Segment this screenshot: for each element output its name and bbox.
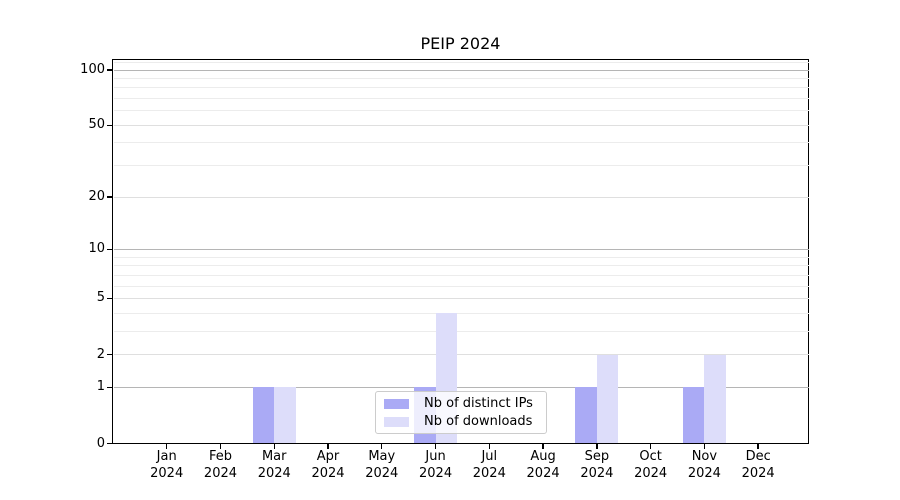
bar-nb-of-downloads-sep-2024	[596, 354, 619, 444]
x-tick	[649, 444, 652, 449]
gridline-minor	[114, 98, 809, 100]
gridline-minor	[114, 77, 809, 79]
x-tick	[542, 444, 544, 449]
gridline-minor	[114, 256, 809, 258]
bar-nb-of-distinct-ips-sep-2024	[575, 387, 597, 444]
chart-title: PEIP 2024	[420, 34, 501, 53]
y-tick-label: 5	[96, 290, 105, 306]
x-tick-label: Sep 2024	[580, 449, 614, 481]
bar-nb-of-downloads-mar-2024	[274, 387, 296, 444]
gridline-major	[114, 386, 809, 388]
gridline-minor	[114, 274, 809, 276]
gridline-major	[114, 354, 809, 356]
x-tick	[757, 444, 759, 449]
gridline-minor	[114, 265, 809, 267]
legend-swatch-distinct-ips	[384, 398, 409, 409]
gridline-major	[114, 297, 809, 299]
x-tick	[434, 444, 437, 449]
plot-area	[112, 59, 809, 444]
x-tick	[381, 444, 383, 449]
y-tick	[107, 196, 112, 198]
x-tick-label: Dec 2024	[741, 449, 775, 481]
legend-label-distinct-ips: Nb of distinct IPs	[424, 396, 533, 411]
x-tick-label: May 2024	[365, 449, 399, 481]
x-tick	[219, 444, 222, 449]
x-tick	[166, 444, 168, 449]
y-tick	[107, 353, 112, 356]
gridline-minor	[114, 165, 809, 167]
y-tick	[107, 69, 112, 71]
x-tick-label: Nov 2024	[687, 449, 721, 481]
legend-swatch-downloads	[384, 416, 409, 427]
x-tick-label: Jun 2024	[419, 449, 453, 481]
gridline-major	[114, 248, 809, 250]
gridline-minor	[114, 285, 809, 287]
legend-item-downloads: Nb of downloads	[384, 415, 546, 428]
gridline-minor	[114, 110, 809, 112]
x-tick-label: Aug 2024	[526, 449, 560, 481]
legend-item-distinct-ips: Nb of distinct IPs	[384, 397, 546, 410]
x-tick-label: Oct 2024	[634, 449, 668, 481]
y-tick-label: 50	[88, 117, 105, 133]
gridline-minor	[114, 61, 809, 63]
y-tick	[107, 248, 112, 251]
y-tick	[107, 442, 112, 445]
y-tick-label: 20	[88, 189, 105, 205]
gridline-minor	[114, 330, 809, 332]
x-tick-label: Mar 2024	[257, 449, 291, 481]
bar-nb-of-distinct-ips-nov-2024	[682, 387, 705, 444]
gridline-major	[114, 69, 809, 71]
x-tick	[596, 444, 598, 449]
legend-label-downloads: Nb of downloads	[424, 414, 533, 429]
bar-nb-of-downloads-nov-2024	[704, 354, 726, 444]
x-tick	[327, 444, 329, 449]
y-tick-label: 0	[96, 435, 105, 451]
y-tick	[107, 386, 112, 389]
gridline-minor	[114, 87, 809, 89]
x-tick-label: Feb 2024	[203, 449, 238, 481]
y-tick	[107, 124, 112, 126]
bar-nb-of-distinct-ips-mar-2024	[252, 387, 275, 444]
y-tick-label: 2	[96, 346, 105, 362]
gridline-major	[114, 196, 809, 198]
y-tick-label: 10	[88, 241, 105, 257]
x-tick-label: Jan 2024	[150, 449, 184, 481]
x-tick	[703, 444, 706, 449]
y-tick	[107, 297, 112, 300]
x-tick	[488, 444, 490, 449]
x-tick-label: Apr 2024	[311, 449, 345, 481]
x-tick-label: Jul 2024	[472, 449, 506, 481]
x-tick	[273, 444, 275, 449]
legend: Nb of distinct IPs Nb of downloads	[375, 391, 547, 434]
gridline-major	[114, 124, 809, 126]
gridline-minor	[114, 312, 809, 314]
y-tick-label: 1	[96, 379, 105, 395]
gridline-minor	[114, 142, 809, 144]
y-tick-label: 100	[80, 62, 105, 77]
